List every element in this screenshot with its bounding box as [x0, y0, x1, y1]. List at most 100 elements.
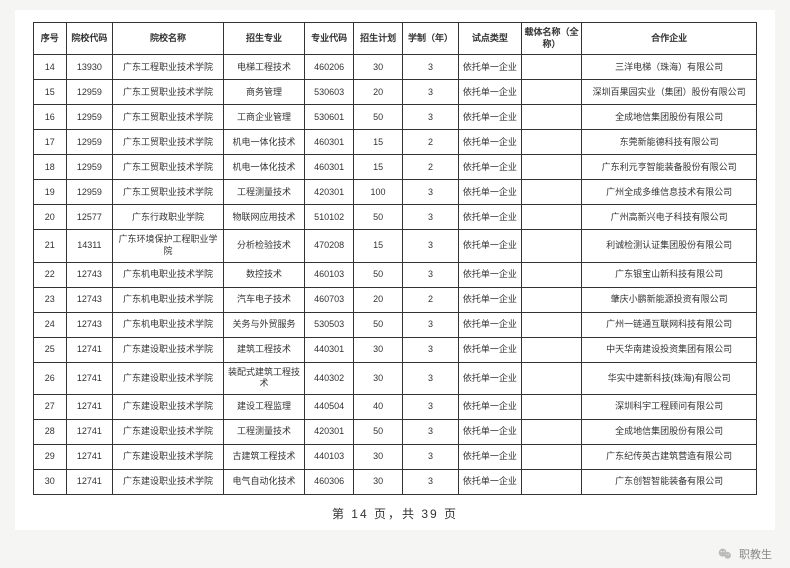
table-cell: 3: [403, 105, 459, 130]
table-cell: [521, 337, 582, 362]
table-row: 3012741广东建设职业技术学院电气自动化技术460306303依托单一企业广…: [34, 470, 757, 495]
table-cell: 3: [403, 230, 459, 262]
table-cell: 12743: [66, 312, 113, 337]
table-cell: 26: [34, 362, 67, 394]
table-cell: 2: [403, 130, 459, 155]
table-cell: 2: [403, 287, 459, 312]
table-cell: 广东银宝山新科技有限公司: [582, 262, 757, 287]
table-cell: 依托单一企业: [458, 55, 521, 80]
table-cell: [521, 445, 582, 470]
table-cell: 广东创智智能装备有限公司: [582, 470, 757, 495]
table-cell: 利诚检测认证集团股份有限公司: [582, 230, 757, 262]
table-cell: [521, 80, 582, 105]
table-cell: 依托单一企业: [458, 230, 521, 262]
table-cell: 12743: [66, 287, 113, 312]
table-cell: 依托单一企业: [458, 287, 521, 312]
col-header-7: 试点类型: [458, 23, 521, 55]
table-cell: 商务管理: [223, 80, 304, 105]
table-cell: 50: [354, 420, 403, 445]
table-cell: 深圳百果园实业（集团）股份有限公司: [582, 80, 757, 105]
table-cell: [521, 155, 582, 180]
table-cell: 工程测量技术: [223, 180, 304, 205]
table-cell: 12959: [66, 155, 113, 180]
table-cell: 100: [354, 180, 403, 205]
table-cell: 依托单一企业: [458, 155, 521, 180]
table-row: 2712741广东建设职业技术学院建设工程监理440504403依托单一企业深圳…: [34, 395, 757, 420]
table-cell: 依托单一企业: [458, 470, 521, 495]
table-row: 2912741广东建设职业技术学院古建筑工程技术440103303依托单一企业广…: [34, 445, 757, 470]
table-cell: 广东建设职业技术学院: [113, 445, 224, 470]
table-cell: [521, 420, 582, 445]
table-cell: 装配式建筑工程技术: [223, 362, 304, 394]
table-cell: 肇庆小鹏新能源投资有限公司: [582, 287, 757, 312]
enrollment-table: 序号院校代码院校名称招生专业专业代码招生计划学制（年）试点类型载体名称（全称）合…: [33, 22, 757, 495]
table-cell: 中天华南建设投资集团有限公司: [582, 337, 757, 362]
table-cell: 依托单一企业: [458, 337, 521, 362]
table-cell: 广东工贸职业技术学院: [113, 130, 224, 155]
table-cell: 30: [34, 470, 67, 495]
table-cell: 460301: [305, 130, 354, 155]
table-cell: 广东纪传英古建筑营造有限公司: [582, 445, 757, 470]
document-page: 序号院校代码院校名称招生专业专业代码招生计划学制（年）试点类型载体名称（全称）合…: [15, 10, 775, 530]
col-header-9: 合作企业: [582, 23, 757, 55]
table-cell: 广东工贸职业技术学院: [113, 80, 224, 105]
table-cell: 依托单一企业: [458, 395, 521, 420]
table-cell: 依托单一企业: [458, 445, 521, 470]
table-cell: 27: [34, 395, 67, 420]
table-cell: 440302: [305, 362, 354, 394]
source-label: 职教生: [739, 546, 772, 562]
table-row: 2412743广东机电职业技术学院关务与外贸服务530503503依托单一企业广…: [34, 312, 757, 337]
table-cell: 依托单一企业: [458, 362, 521, 394]
table-cell: 530603: [305, 80, 354, 105]
table-cell: 依托单一企业: [458, 80, 521, 105]
table-cell: 广东工程职业技术学院: [113, 55, 224, 80]
table-cell: 12741: [66, 470, 113, 495]
table-cell: 20: [354, 287, 403, 312]
table-row: 1413930广东工程职业技术学院电梯工程技术460206303依托单一企业三洋…: [34, 55, 757, 80]
col-header-1: 院校代码: [66, 23, 113, 55]
table-cell: 50: [354, 262, 403, 287]
table-cell: [521, 470, 582, 495]
table-cell: 12741: [66, 337, 113, 362]
table-cell: 20: [34, 205, 67, 230]
table-row: 1812959广东工贸职业技术学院机电一体化技术460301152依托单一企业广…: [34, 155, 757, 180]
table-cell: 广东机电职业技术学院: [113, 287, 224, 312]
table-cell: 420301: [305, 180, 354, 205]
table-cell: 数控技术: [223, 262, 304, 287]
table-cell: 19: [34, 180, 67, 205]
table-cell: 广东行政职业学院: [113, 205, 224, 230]
table-cell: 工商企业管理: [223, 105, 304, 130]
table-row: 2212743广东机电职业技术学院数控技术460103503依托单一企业广东银宝…: [34, 262, 757, 287]
table-cell: 12959: [66, 180, 113, 205]
table-cell: 东莞新能德科技有限公司: [582, 130, 757, 155]
table-cell: 广州全成多维信息技术有限公司: [582, 180, 757, 205]
table-cell: 24: [34, 312, 67, 337]
table-cell: 全成地信集团股份有限公司: [582, 105, 757, 130]
table-cell: 依托单一企业: [458, 130, 521, 155]
table-cell: 12741: [66, 362, 113, 394]
table-cell: 3: [403, 312, 459, 337]
table-cell: 广东工贸职业技术学院: [113, 180, 224, 205]
table-cell: 3: [403, 445, 459, 470]
table-cell: 全成地信集团股份有限公司: [582, 420, 757, 445]
table-cell: 依托单一企业: [458, 420, 521, 445]
table-cell: 3: [403, 80, 459, 105]
table-cell: 440504: [305, 395, 354, 420]
table-cell: 12741: [66, 420, 113, 445]
table-cell: 3: [403, 55, 459, 80]
table-cell: 40: [354, 395, 403, 420]
table-cell: 3: [403, 205, 459, 230]
table-cell: 依托单一企业: [458, 180, 521, 205]
table-cell: 物联网应用技术: [223, 205, 304, 230]
table-row: 1912959广东工贸职业技术学院工程测量技术4203011003依托单一企业 广…: [34, 180, 757, 205]
table-cell: 13930: [66, 55, 113, 80]
table-cell: 3: [403, 180, 459, 205]
table-cell: 3: [403, 337, 459, 362]
table-cell: 14311: [66, 230, 113, 262]
table-cell: 建设工程监理: [223, 395, 304, 420]
page-indicator: 第 14 页，共 39 页: [33, 505, 757, 522]
table-cell: 460301: [305, 155, 354, 180]
table-cell: 440103: [305, 445, 354, 470]
table-cell: [521, 312, 582, 337]
table-cell: [521, 262, 582, 287]
